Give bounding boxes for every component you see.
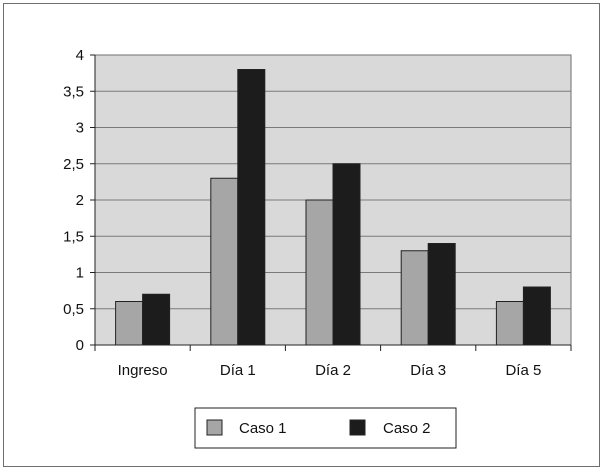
bar-caso-2-3 [427, 243, 456, 346]
y-tick-label: 2 [76, 192, 84, 209]
x-tick-label: Día 5 [505, 362, 541, 379]
legend-box [194, 407, 457, 449]
bar-caso-2-4 [522, 286, 551, 346]
y-tick-label: 1 [76, 265, 84, 282]
y-tick-label: 0,5 [63, 301, 84, 318]
x-tick-label: Día 3 [410, 362, 446, 379]
legend-label-caso-2: Caso 2 [383, 420, 431, 437]
bar-caso-1-1 [210, 177, 239, 346]
y-tick-label: 1,5 [63, 228, 84, 245]
bar-caso-2-0 [142, 293, 171, 346]
bar-caso-1-4 [495, 301, 524, 346]
bar-caso-2-1 [237, 69, 266, 346]
legend-label-caso-1: Caso 1 [239, 420, 287, 437]
y-tick-label: 0 [76, 337, 84, 354]
bar-caso-1-3 [400, 250, 429, 346]
y-tick-label: 3 [76, 120, 84, 137]
x-tick-label: Día 2 [315, 362, 351, 379]
y-tick-label: 3,5 [63, 83, 84, 100]
legend-swatch-caso-2 [349, 419, 366, 436]
y-tick-labels: 0 0,5 1 1,5 2 2,5 3 3,5 4 [63, 47, 84, 354]
x-tick-labels: Ingreso Día 1 Día 2 Día 3 Día 5 [118, 362, 542, 379]
bar-caso-1-0 [115, 301, 144, 346]
bars [115, 69, 551, 346]
bar-caso-2-2 [332, 163, 361, 346]
legend: Caso 1 Caso 2 [194, 407, 457, 449]
x-tick-label: Ingreso [118, 362, 168, 379]
y-tick-label: 2,5 [63, 156, 84, 173]
bar-caso-1-2 [305, 199, 334, 346]
y-tick-label: 4 [76, 47, 84, 64]
x-tick-label: Día 1 [220, 362, 256, 379]
legend-swatch-caso-1 [206, 419, 223, 436]
axes [90, 54, 572, 351]
